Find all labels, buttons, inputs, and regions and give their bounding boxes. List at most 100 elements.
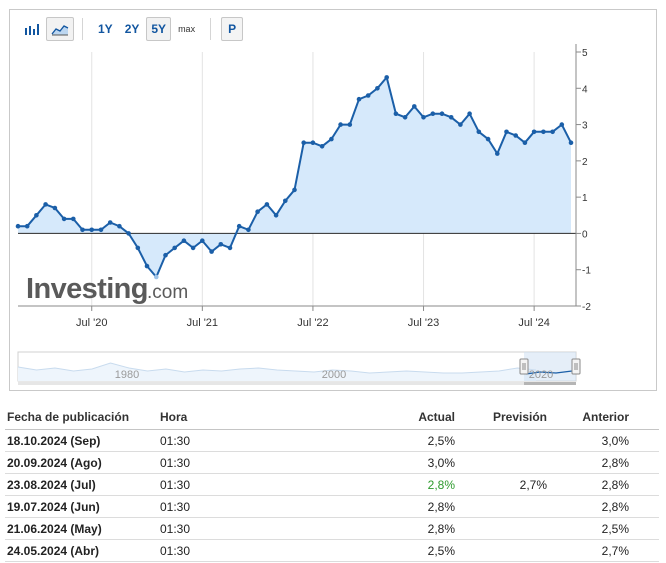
watermark: Investing .com <box>26 273 188 305</box>
data-point <box>98 227 104 233</box>
releases-table: Fecha de publicación Hora Actual Previsi… <box>5 404 659 562</box>
cell-time: 01:30 <box>160 477 191 492</box>
data-point <box>568 140 574 145</box>
bar-chart-icon[interactable] <box>18 17 46 41</box>
chart-toolbar: 1Y 2Y 5Y max P <box>18 16 244 42</box>
table-header: Fecha de publicación Hora Actual Previsi… <box>5 404 659 430</box>
range-2y-button[interactable]: 2Y <box>124 22 140 36</box>
data-point <box>448 115 454 120</box>
cell-actual: 2,8% <box>427 477 455 492</box>
data-point <box>439 111 445 116</box>
cell-previous: 2,8% <box>601 499 629 514</box>
data-point <box>89 227 94 233</box>
data-point <box>190 245 196 251</box>
cell-time: 01:30 <box>160 543 191 558</box>
data-point <box>227 245 233 251</box>
table-row: 24.05.2024 (Abr) 01:30 2,5% 2,7% <box>5 540 659 562</box>
data-point <box>255 209 260 214</box>
area-fill <box>18 77 571 278</box>
cell-actual: 2,5% <box>427 433 455 448</box>
range-5y-button[interactable]: 5Y <box>146 17 172 41</box>
data-point <box>135 245 141 251</box>
data-point <box>218 242 224 247</box>
x-tick-label: Jul '23 <box>408 317 439 329</box>
data-point <box>458 122 463 127</box>
cell-previous: 2,7% <box>601 543 629 558</box>
cell-date: 21.06.2024 (May) <box>7 521 102 536</box>
data-point <box>559 122 565 127</box>
navigator-label: 2020 <box>529 369 553 381</box>
header-actual[interactable]: Actual <box>418 409 455 424</box>
cell-date: 20.09.2024 (Ago) <box>7 455 102 470</box>
data-point <box>550 129 555 135</box>
navigator-label: 2000 <box>322 369 346 381</box>
data-point <box>319 144 325 149</box>
data-point <box>476 129 482 135</box>
data-point <box>365 93 371 98</box>
data-point <box>283 198 288 204</box>
cell-actual: 2,8% <box>427 521 455 536</box>
y-tick-label: -2 <box>582 302 591 313</box>
data-point <box>531 129 537 135</box>
cell-time: 01:30 <box>160 455 191 470</box>
table-row: 19.07.2024 (Jun) 01:30 2,8% 2,8% <box>5 496 659 518</box>
data-point <box>144 263 150 269</box>
range-max-button[interactable]: max <box>178 24 196 34</box>
range-1y-button[interactable]: 1Y <box>98 22 113 36</box>
navigator-selection <box>524 352 576 381</box>
cell-previous: 2,8% <box>601 477 629 492</box>
cell-date: 18.10.2024 (Sep) <box>7 433 101 448</box>
navigator-line <box>17 362 537 374</box>
data-point <box>117 223 122 229</box>
table-row: 20.09.2024 (Ago) 01:30 3,0% 2,8% <box>5 452 659 474</box>
navigator-handle <box>571 358 581 375</box>
y-tick-label: 4 <box>582 84 588 95</box>
data-point <box>43 202 48 207</box>
data-point <box>107 220 113 225</box>
data-point <box>384 75 390 80</box>
header-previous[interactable]: Anterior <box>582 409 629 424</box>
x-tick-label: Jul '24 <box>518 317 549 329</box>
data-point <box>15 223 21 229</box>
data-point <box>273 213 279 218</box>
navigator[interactable]: 1980 2000 2020 <box>17 351 581 385</box>
cell-time: 01:30 <box>160 499 191 514</box>
cell-date: 23.08.2024 (Jul) <box>7 477 96 492</box>
y-tick-label: 2 <box>582 157 588 168</box>
header-date[interactable]: Fecha de publicación <box>7 409 130 424</box>
data-point <box>24 223 30 229</box>
data-point <box>522 140 528 145</box>
data-point <box>172 245 177 251</box>
data-point <box>513 133 518 138</box>
x-tick-label: Jul '22 <box>297 317 328 329</box>
navigator-label: 1980 <box>115 369 139 381</box>
data-point <box>412 104 417 109</box>
navigator-area <box>18 363 536 381</box>
data-point <box>347 122 353 127</box>
p-button[interactable]: P <box>221 17 244 41</box>
cell-actual: 2,5% <box>427 543 455 558</box>
data-point <box>52 205 58 211</box>
y-tick-label: -1 <box>582 266 591 277</box>
y-tick-label: 1 <box>582 193 588 204</box>
data-point <box>402 115 408 120</box>
data-point <box>236 223 242 229</box>
header-forecast[interactable]: Previsión <box>492 409 547 424</box>
data-point <box>154 274 159 280</box>
data-point <box>61 216 67 222</box>
toolbar-divider <box>82 18 83 40</box>
data-point <box>246 227 251 233</box>
data-point <box>504 129 509 135</box>
area-chart-icon[interactable] <box>46 17 74 41</box>
cell-actual: 3,0% <box>427 455 455 470</box>
data-point <box>430 111 436 116</box>
cell-previous: 3,0% <box>601 433 629 448</box>
cell-forecast: 2,7% <box>519 477 547 492</box>
x-tick-label: Jul '21 <box>187 317 218 329</box>
chart-plot: -2 -1 0 1 2 3 4 5 Jul '20 Jul '21 Jul '22 Jul '23 Ju… <box>15 44 591 385</box>
header-time[interactable]: Hora <box>160 409 188 424</box>
data-point <box>338 122 343 127</box>
toolbar-divider <box>210 18 212 40</box>
table-row: 18.10.2024 (Sep) 01:30 2,5% 3,0% <box>5 430 659 452</box>
data-point <box>264 202 270 207</box>
